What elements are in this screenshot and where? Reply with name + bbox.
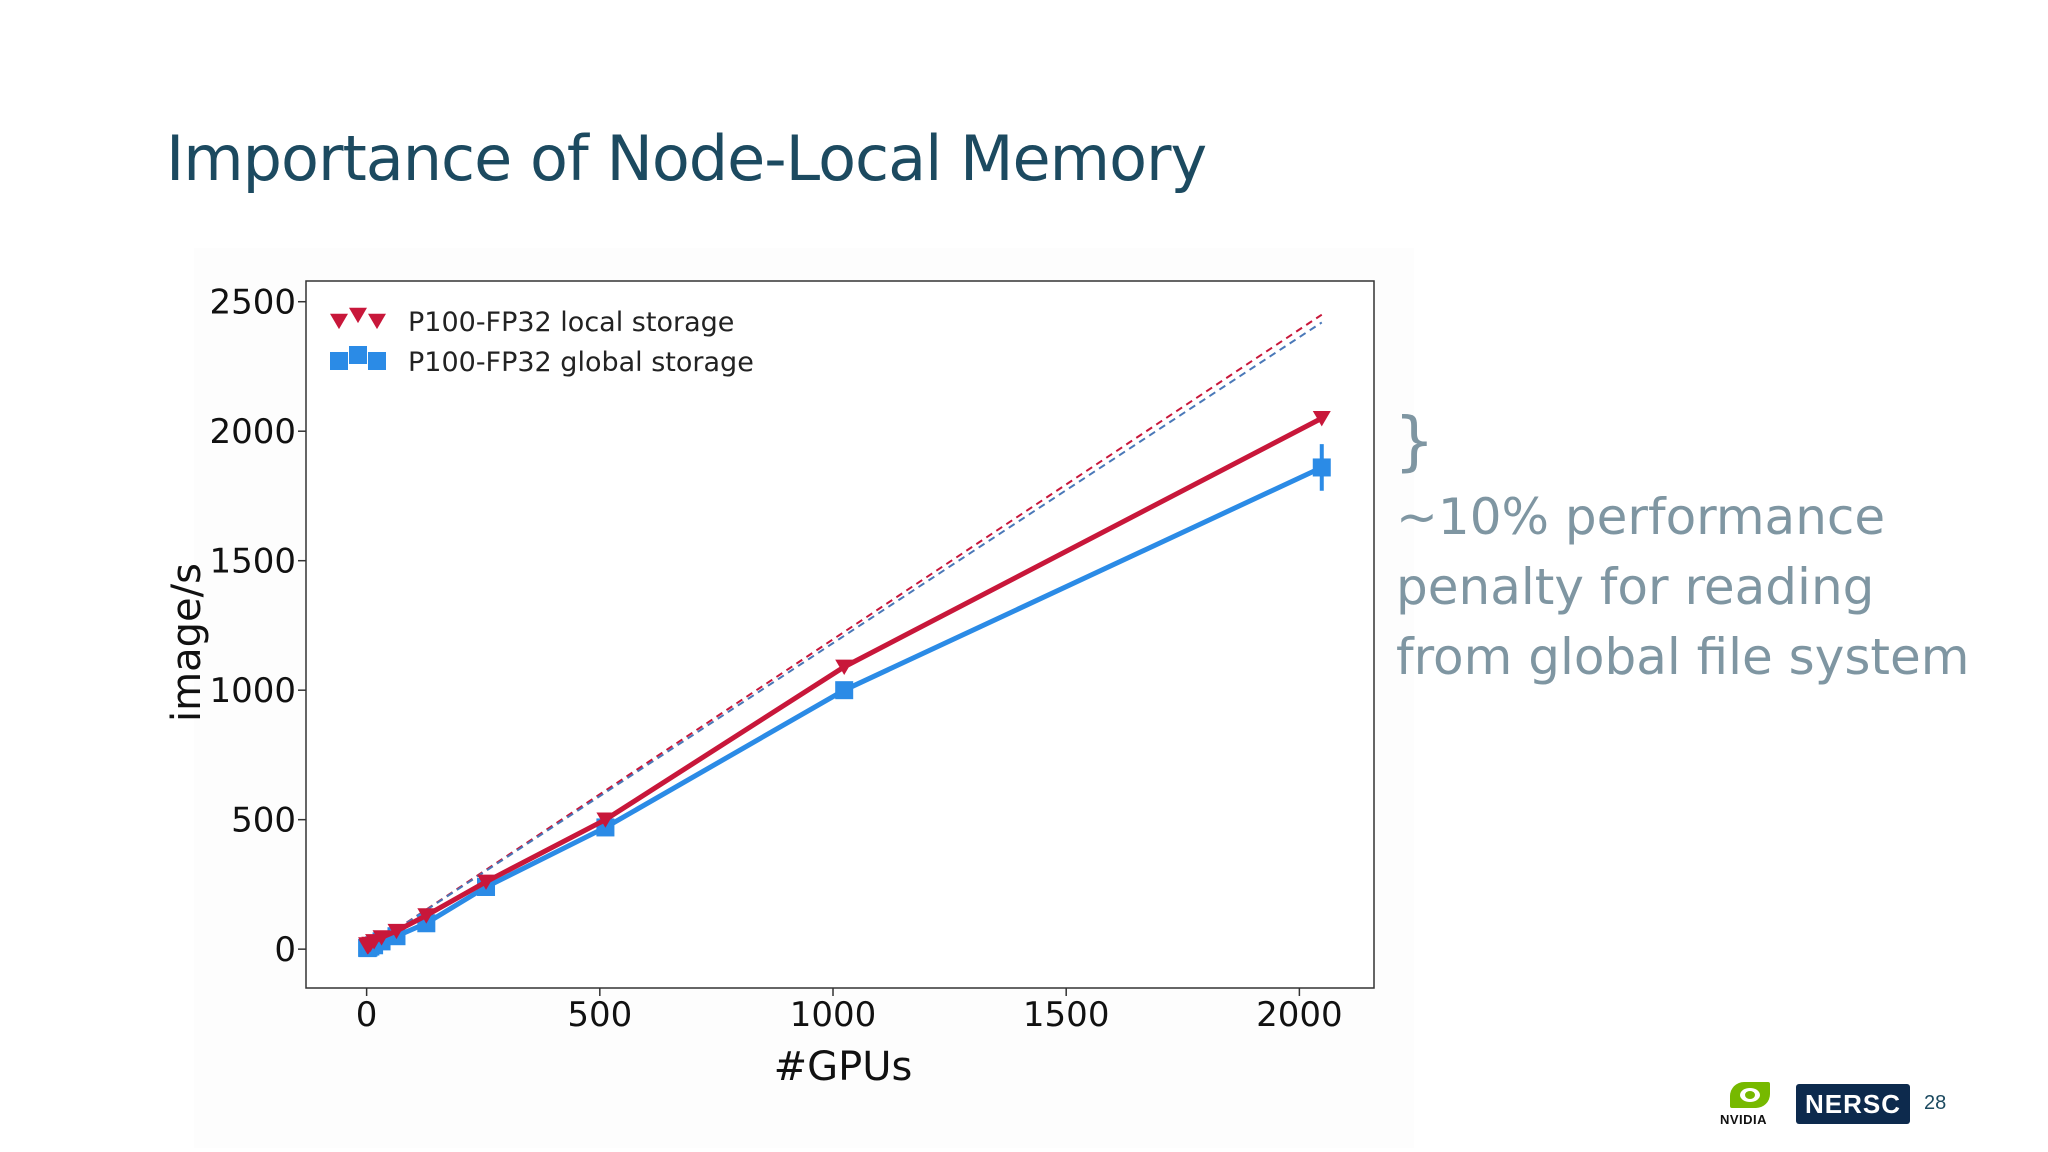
nersc-logo: NERSC <box>1796 1084 1910 1124</box>
annotation-line-2: penalty for reading <box>1396 558 1875 616</box>
y-axis-label: image/s <box>164 563 210 722</box>
x-tick-label: 0 <box>356 995 378 1035</box>
nvidia-wordmark: NVIDIA <box>1720 1112 1768 1127</box>
x-axis-label: #GPUs <box>774 1044 913 1090</box>
x-tick-label: 1500 <box>1023 995 1110 1035</box>
slide-title: Importance of Node-Local Memory <box>166 122 1207 195</box>
y-tick-label: 2000 <box>209 412 296 452</box>
legend-marker <box>349 307 367 324</box>
x-tick-label: 2000 <box>1256 995 1343 1035</box>
annotation: } ~10% performance penalty for reading f… <box>1394 402 1970 692</box>
annotation-line-1: ~10% performance <box>1396 488 1886 546</box>
data-point <box>387 923 406 940</box>
x-tick-label: 500 <box>567 995 632 1035</box>
legend-label: P100-FP32 global storage <box>408 347 754 378</box>
y-tick-label: 1000 <box>209 671 296 711</box>
data-point <box>835 659 854 675</box>
legend-marker <box>330 313 348 330</box>
y-tick-label: 1500 <box>209 542 296 582</box>
y-tick-label: 2500 <box>209 283 296 323</box>
data-point <box>835 681 854 700</box>
legend-marker <box>368 352 386 370</box>
legend-marker <box>330 352 348 370</box>
ideal-scaling-line <box>366 321 1323 950</box>
data-point <box>596 812 615 828</box>
annotation-line-3: from global file system <box>1396 628 1970 686</box>
x-tick-label: 1000 <box>790 995 877 1035</box>
legend-marker <box>349 346 367 364</box>
page-number: 28 <box>1924 1092 1947 1114</box>
data-point <box>1312 411 1331 427</box>
annotation-brace: } <box>1394 405 1435 479</box>
data-point <box>1312 458 1331 477</box>
legend-label: P100-FP32 local storage <box>408 307 734 338</box>
y-tick-label: 500 <box>231 801 296 841</box>
data-point <box>372 930 391 946</box>
legend-marker <box>368 313 386 330</box>
nvidia-eye-icon <box>1730 1082 1770 1108</box>
data-point <box>477 874 496 890</box>
data-point <box>417 908 436 924</box>
nvidia-logo: NVIDIA <box>1718 1082 1780 1127</box>
y-tick-label: 0 <box>274 930 296 970</box>
